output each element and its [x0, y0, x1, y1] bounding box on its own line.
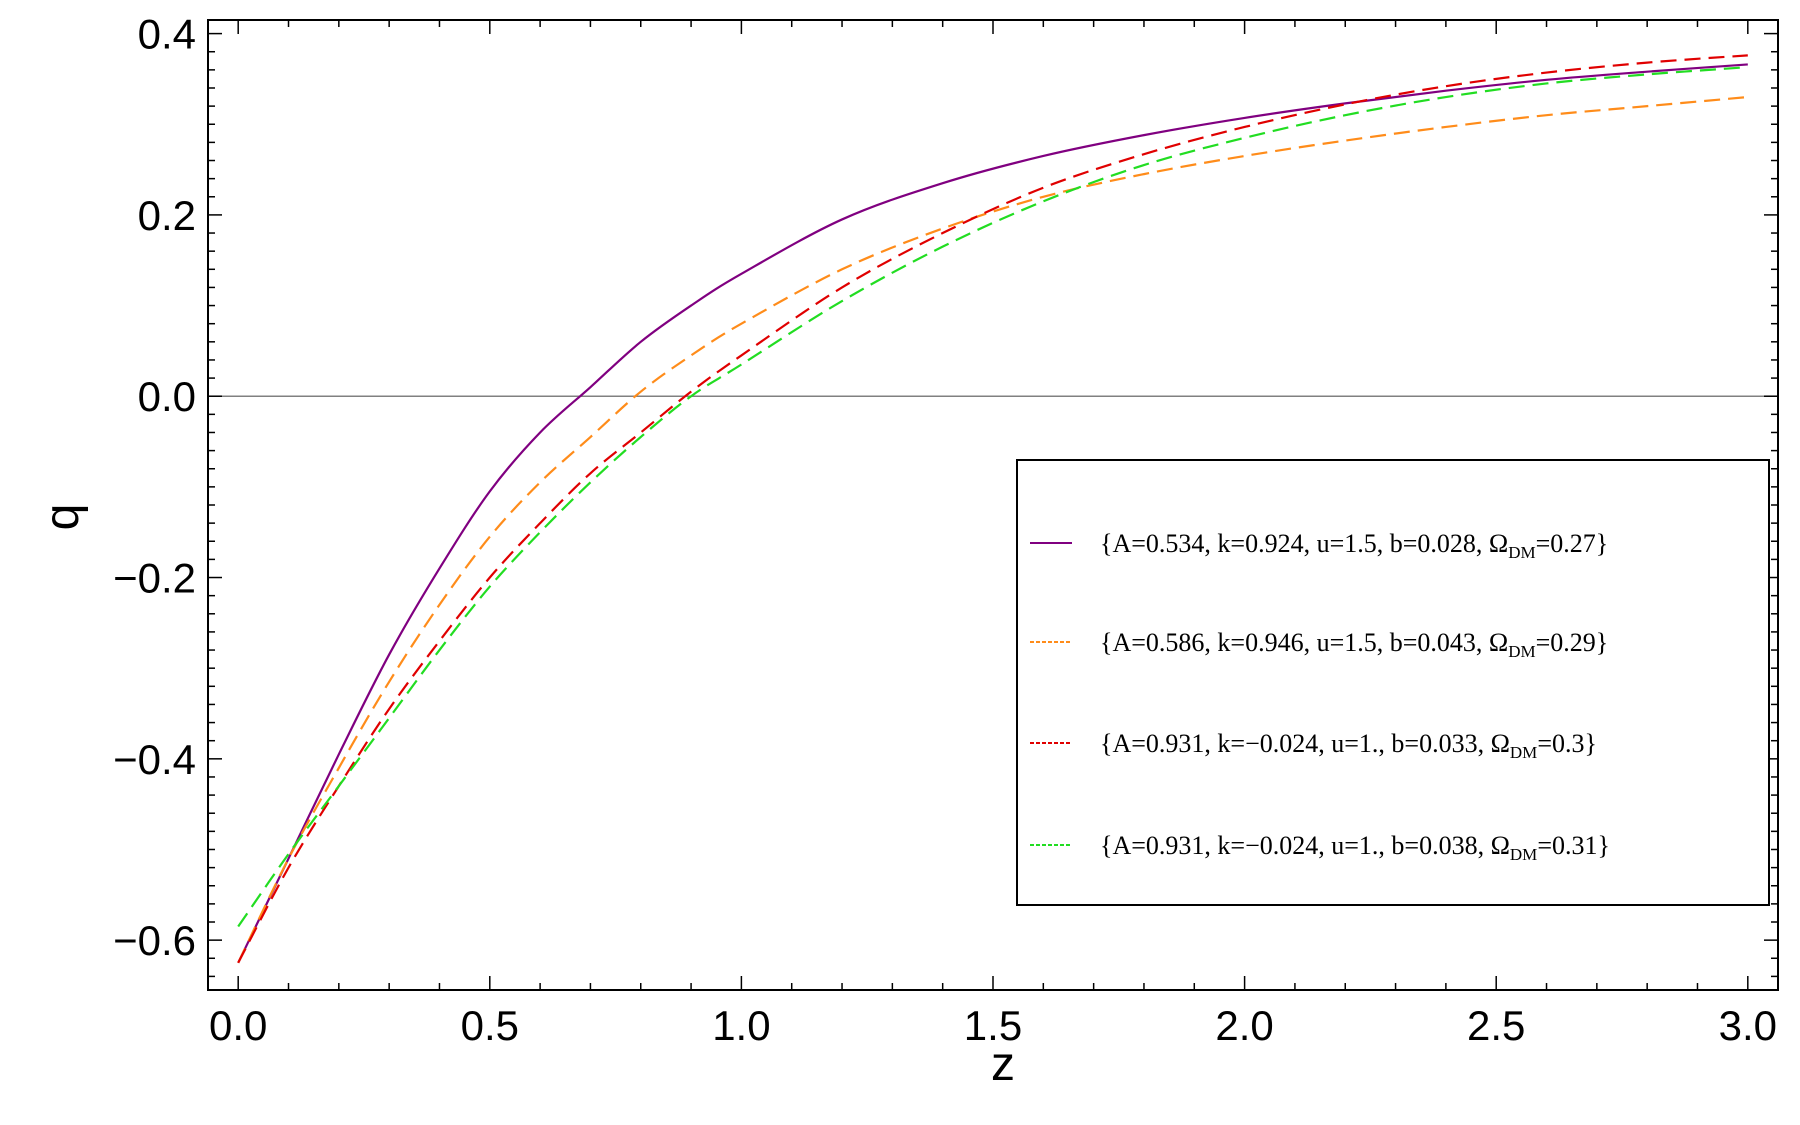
x-tick-label: 2.5 [1467, 1002, 1525, 1049]
legend-label-subscript: DM [1508, 642, 1535, 661]
series-line-4 [237, 66, 1748, 928]
legend-label-subscript: DM [1508, 543, 1535, 562]
legend-box [1016, 459, 1770, 906]
legend-label-text: =0.27} [1536, 529, 1609, 558]
legend-label-text: =0.3} [1537, 729, 1597, 758]
y-tick-label: 0.0 [138, 373, 196, 420]
legend-label-2: {A=0.586, k=0.946, u=1.5, b=0.043, ΩDM=0… [1100, 628, 1608, 661]
y-axis-title: q [36, 504, 89, 531]
y-tick-label: 0.4 [138, 11, 196, 58]
y-tick-label: 0.2 [138, 192, 196, 239]
x-tick-label: 1.0 [712, 1002, 770, 1049]
legend-label-1: {A=0.534, k=0.924, u=1.5, b=0.028, ΩDM=0… [1100, 529, 1608, 562]
x-tick-label: 1.5 [964, 1002, 1022, 1049]
legend-label-subscript: DM [1510, 845, 1537, 864]
series-line-2 [237, 95, 1748, 964]
legend-label-text: {A=0.586, k=0.946, u=1.5, b=0.043, Ω [1100, 628, 1508, 657]
legend-label-text: =0.29} [1536, 628, 1609, 657]
x-tick-label: 3.0 [1719, 1002, 1777, 1049]
legend-label-text: {A=0.534, k=0.924, u=1.5, b=0.028, Ω [1100, 529, 1508, 558]
legend-label-text: =0.31} [1537, 831, 1610, 860]
x-tick-label: 0.0 [209, 1002, 267, 1049]
x-tick-label: 0.5 [461, 1002, 519, 1049]
legend-label-text: {A=0.931, k=−0.024, u=1., b=0.038, Ω [1100, 831, 1510, 860]
legend-label-4: {A=0.931, k=−0.024, u=1., b=0.038, ΩDM=0… [1100, 831, 1610, 864]
legend-label-text: {A=0.931, k=−0.024, u=1., b=0.033, Ω [1100, 729, 1510, 758]
y-tick-label: −0.2 [113, 555, 196, 602]
x-tick-label: 2.0 [1215, 1002, 1273, 1049]
legend-label-3: {A=0.931, k=−0.024, u=1., b=0.033, ΩDM=0… [1100, 729, 1597, 762]
y-tick-label: −0.4 [113, 736, 196, 783]
x-axis-title: z [991, 1038, 1015, 1091]
y-tick-label: −0.6 [113, 917, 196, 964]
series-line-3 [237, 54, 1748, 964]
legend-label-subscript: DM [1510, 743, 1537, 762]
series-line-1 [237, 63, 1748, 964]
